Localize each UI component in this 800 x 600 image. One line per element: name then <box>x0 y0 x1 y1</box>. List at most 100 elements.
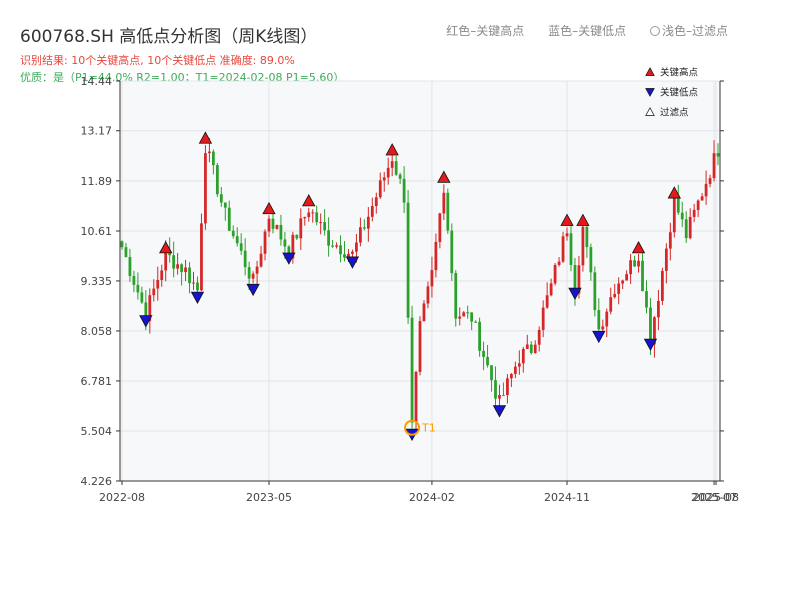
candle-body <box>470 312 474 322</box>
candle-body <box>251 273 255 279</box>
candle-body <box>513 366 517 374</box>
x-tick-label: 2023-05 <box>246 491 292 504</box>
candle-body <box>204 153 207 224</box>
candle-body <box>565 233 569 237</box>
candle-body <box>716 153 720 157</box>
key-low-marker <box>282 252 296 265</box>
candle-body <box>581 226 585 266</box>
candle-body <box>359 227 362 243</box>
x-tick-label: 2025-07 <box>691 491 737 504</box>
candle-body <box>192 282 195 284</box>
candle-body <box>148 295 152 322</box>
candle-body <box>366 216 370 229</box>
color-key: 红色–关键高点 蓝色–关键低点 浅色–过滤点 <box>426 22 728 39</box>
candle-body <box>120 241 124 248</box>
candle-body <box>668 232 672 249</box>
candle-body <box>660 270 664 301</box>
t1-label: T1 <box>421 422 436 435</box>
candle-body <box>164 249 168 271</box>
key-high-marker <box>385 143 399 156</box>
candle-body <box>676 195 680 213</box>
candle-body <box>283 239 287 247</box>
candle-body <box>339 245 342 255</box>
candle-body <box>704 183 708 197</box>
candle-body <box>351 251 354 254</box>
candle-body <box>506 378 509 396</box>
candle-body <box>533 344 537 354</box>
hollow-circle-icon <box>649 26 660 36</box>
y-tick-label: 13.17 <box>81 125 113 138</box>
candle-body <box>712 153 716 179</box>
candle-body <box>450 230 454 274</box>
key-high-marker <box>560 213 574 226</box>
candle-body <box>402 178 406 203</box>
y-tick-label: 14.44 <box>81 75 113 88</box>
candle-body <box>140 292 144 303</box>
candle-body <box>442 192 446 214</box>
candle-body <box>267 218 271 232</box>
legend-key-high-label: 关键高点 <box>660 67 699 79</box>
candle-body <box>378 180 382 198</box>
candle-body <box>200 223 203 291</box>
y-tick-label: 9.335 <box>81 275 113 288</box>
candle-body <box>462 312 466 317</box>
candle-body <box>406 202 410 318</box>
candle-body <box>355 242 358 252</box>
candle-body <box>243 250 247 268</box>
candle-body <box>490 365 493 381</box>
candle-body <box>708 178 712 184</box>
candle-body <box>144 302 148 322</box>
key-low-marker <box>492 405 507 418</box>
t1-marker <box>404 419 421 436</box>
candle-body <box>247 267 251 279</box>
candle-body <box>553 265 557 284</box>
candle-body <box>259 253 263 267</box>
candle-body <box>478 321 481 351</box>
y-tick-label: 5.504 <box>81 425 113 438</box>
candle-body <box>370 206 374 217</box>
key-low-marker <box>139 315 153 328</box>
candle-body <box>649 307 652 345</box>
candle-body <box>323 222 327 231</box>
candle-body <box>529 344 533 354</box>
candle-body <box>315 212 319 223</box>
key-low-marker <box>568 287 582 301</box>
candle-body <box>502 395 505 397</box>
candle-body <box>291 234 295 259</box>
candle-body <box>633 260 636 267</box>
candle-body <box>474 321 478 323</box>
x-tick-label: 2022-08 <box>99 491 145 504</box>
candle-body <box>446 192 450 231</box>
key-low-marker <box>246 283 260 297</box>
candle-body <box>271 218 275 229</box>
candle-body <box>494 380 497 399</box>
candle-body <box>510 373 513 379</box>
candle-body <box>466 312 470 314</box>
candle-body <box>482 350 485 357</box>
candle-body <box>319 222 323 224</box>
candle-body <box>617 283 621 294</box>
key-high-marker <box>576 213 590 226</box>
candle-body <box>696 200 700 210</box>
key-high-marker <box>198 131 213 144</box>
candle-body <box>541 307 545 330</box>
key-low-marker <box>592 330 606 344</box>
candle-body <box>374 197 378 207</box>
detection-summary: 识别结果: 10个关键高点, 10个关键低点 准确度: 89.0% <box>20 54 295 67</box>
candle-body <box>700 196 704 201</box>
candle-body <box>637 260 640 267</box>
candle-body <box>577 265 581 294</box>
x-tick-label: 2024-11 <box>544 491 590 504</box>
candle-body <box>486 356 489 366</box>
candle-body <box>545 295 549 308</box>
candle-body <box>156 279 160 289</box>
candle-body <box>219 194 223 203</box>
candle-body <box>295 234 299 239</box>
candle-body <box>557 261 561 266</box>
legend-key-high-icon <box>645 67 655 76</box>
candle-body <box>593 272 597 311</box>
candle-body <box>692 209 696 217</box>
candle-body <box>239 243 243 251</box>
candle-body <box>414 371 418 423</box>
